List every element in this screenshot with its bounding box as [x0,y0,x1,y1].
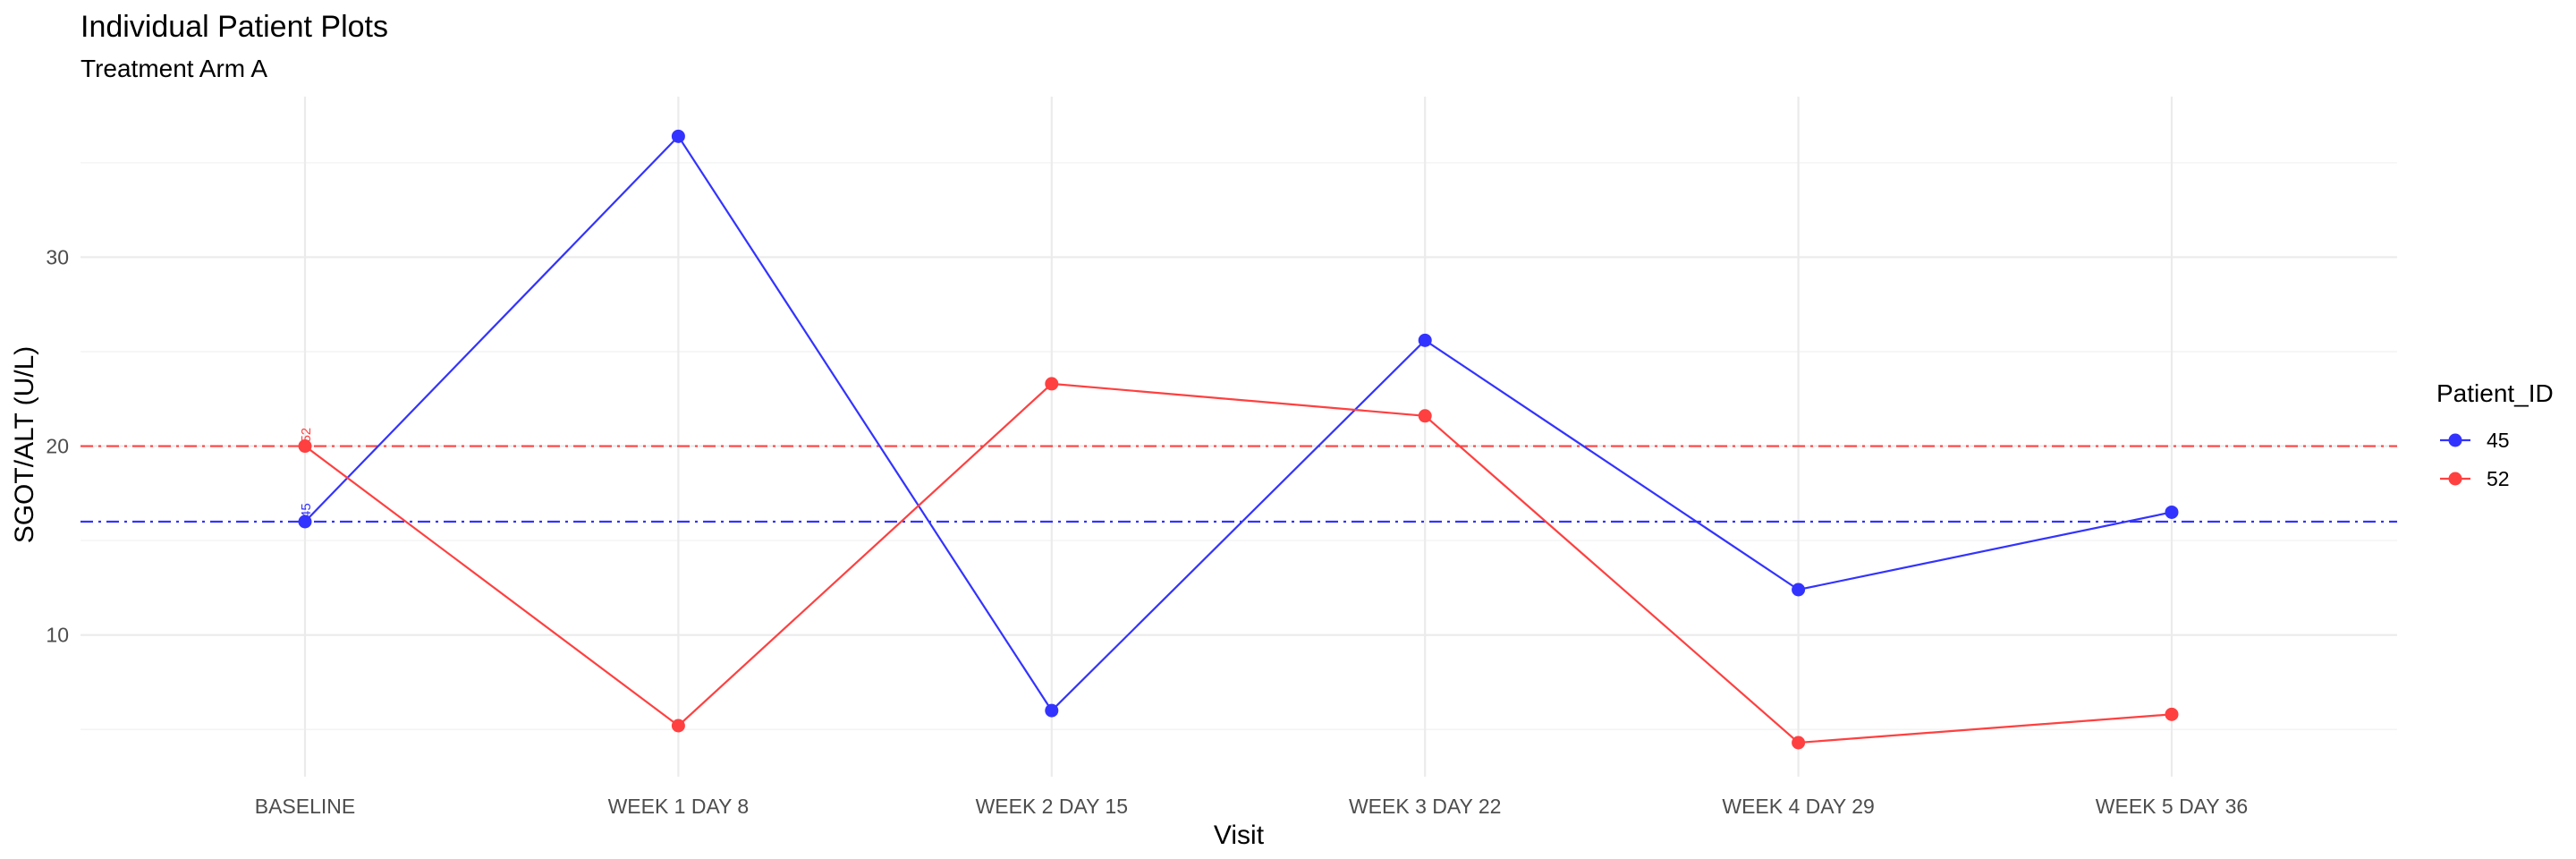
series-points [298,129,2179,750]
data-point-45 [298,515,312,529]
data-point-52 [1418,409,1432,423]
chart-subtitle: Treatment Arm A [80,55,267,82]
data-point-52 [671,719,685,733]
y-tick-label: 10 [46,624,69,647]
data-point-52 [1045,377,1059,391]
x-tick-label: WEEK 4 DAY 29 [1722,795,1874,818]
x-tick-label: BASELINE [255,795,356,818]
x-axis-title: Visit [1214,821,1265,850]
y-tick-label: 20 [46,435,69,458]
series-line-52 [304,382,2173,744]
y-tick-label: 30 [46,245,69,268]
legend-title: Patient_ID [2436,379,2554,407]
x-axis-ticks: BASELINE WEEK 1 DAY 8 WEEK 2 DAY 15 WEEK 3 … [255,795,2248,818]
data-point-45 [1792,583,1806,597]
x-tick-label: WEEK 2 DAY 15 [976,795,1128,818]
legend-key-point-45 [2448,433,2462,447]
x-tick-label: WEEK 3 DAY 22 [1349,795,1501,818]
y-axis-ticks: 10 20 30 [46,245,69,646]
legend-key-point-52 [2448,472,2462,486]
legend: Patient_ID 45 52 [2436,379,2554,490]
data-point-45 [2165,505,2179,519]
series-line-45 [304,134,2173,712]
plot-grid [80,97,2397,777]
chart-title: Individual Patient Plots [80,10,388,44]
baseline-reference-lines [80,445,2397,523]
data-point-45 [1418,333,1432,347]
data-point-52 [1792,736,1806,750]
data-point-52 [298,439,312,454]
x-tick-label: WEEK 1 DAY 8 [608,795,750,818]
baseline-labels: 45 52 [299,428,314,518]
baseline-label: 45 [299,503,314,518]
data-point-45 [671,129,685,143]
baseline-label: 52 [299,428,314,443]
y-axis-title: SGOT/ALT (U/L) [10,346,39,544]
legend-label-52: 52 [2487,467,2510,490]
data-point-45 [1045,703,1059,718]
legend-label-45: 45 [2487,429,2510,452]
data-point-52 [2165,707,2179,721]
x-tick-label: WEEK 5 DAY 36 [2096,795,2248,818]
series-lines [304,134,2173,744]
